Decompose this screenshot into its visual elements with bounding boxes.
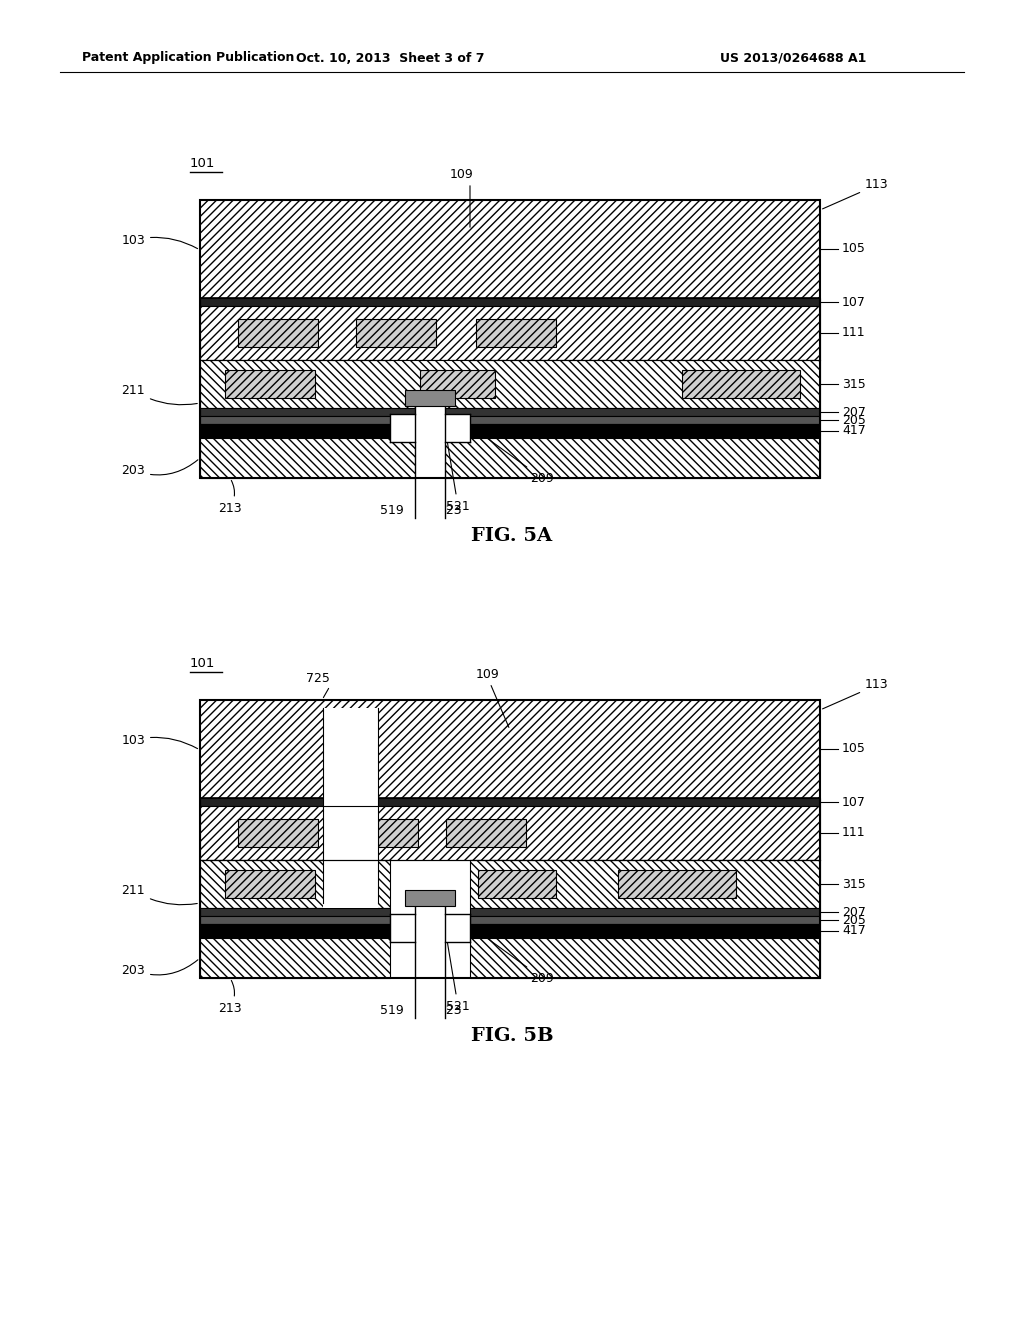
Text: 207: 207 (842, 906, 866, 919)
Bar (200, 416, 820, 424)
Bar (406, 890, 455, 906)
Text: 205: 205 (842, 913, 866, 927)
Bar (225, 370, 315, 399)
Text: FIG. 5B: FIG. 5B (471, 1027, 553, 1045)
Bar (476, 319, 556, 347)
Text: Oct. 10, 2013  Sheet 3 of 7: Oct. 10, 2013 Sheet 3 of 7 (296, 51, 484, 65)
Bar (446, 818, 526, 847)
Text: 315: 315 (842, 878, 865, 891)
Bar (200, 408, 820, 416)
Bar (238, 818, 318, 847)
Bar (470, 908, 820, 916)
Text: 211: 211 (122, 384, 198, 405)
Text: 105: 105 (842, 243, 866, 256)
Text: 315: 315 (842, 378, 865, 391)
Text: 109: 109 (451, 168, 474, 181)
Bar (470, 939, 820, 978)
Text: 211: 211 (122, 883, 198, 904)
Bar (200, 438, 820, 478)
Text: 107: 107 (842, 796, 866, 808)
Text: FIG. 5A: FIG. 5A (471, 527, 553, 545)
Bar (200, 799, 820, 807)
Text: 203: 203 (121, 960, 198, 977)
Bar (323, 708, 378, 807)
Bar (200, 939, 390, 978)
Text: 209: 209 (482, 935, 554, 985)
Text: US 2013/0264688 A1: US 2013/0264688 A1 (720, 51, 866, 65)
Text: 519: 519 (380, 1003, 403, 1016)
Text: 521: 521 (440, 900, 470, 1012)
Bar (618, 870, 736, 898)
Bar (200, 360, 820, 408)
Text: 519: 519 (380, 503, 403, 516)
Bar (682, 370, 800, 399)
Text: 417: 417 (842, 924, 865, 937)
Bar (356, 319, 436, 347)
Bar (200, 924, 390, 939)
Bar (470, 924, 820, 939)
Bar (225, 870, 315, 898)
Bar (415, 400, 445, 517)
Bar (200, 700, 820, 978)
Text: 111: 111 (842, 326, 865, 339)
Bar (200, 916, 390, 924)
Text: 213: 213 (218, 480, 242, 515)
Text: 213: 213 (218, 981, 242, 1015)
Bar (200, 700, 820, 799)
Bar (470, 916, 820, 924)
Bar (340, 818, 418, 847)
Text: 725: 725 (306, 672, 330, 685)
Text: 103: 103 (121, 234, 198, 248)
Bar (390, 913, 470, 942)
Text: 417: 417 (842, 425, 865, 437)
Text: 105: 105 (842, 742, 866, 755)
Bar (323, 807, 378, 908)
Text: 101: 101 (190, 657, 215, 671)
Text: 109: 109 (476, 668, 500, 681)
Bar (200, 908, 390, 916)
Text: 113: 113 (822, 178, 889, 209)
Text: 623: 623 (438, 503, 462, 516)
Bar (478, 870, 556, 898)
Text: 521: 521 (440, 401, 470, 512)
Bar (200, 424, 820, 438)
Text: 101: 101 (190, 157, 215, 170)
Text: 205: 205 (842, 413, 866, 426)
Text: 113: 113 (822, 678, 889, 709)
Bar (470, 861, 820, 908)
Bar (200, 306, 820, 360)
Bar (238, 319, 318, 347)
Bar (200, 807, 820, 861)
Bar (200, 861, 390, 908)
Text: Patent Application Publication: Patent Application Publication (82, 51, 294, 65)
Text: 207: 207 (842, 405, 866, 418)
Bar (420, 370, 495, 399)
Text: 111: 111 (842, 826, 865, 840)
Bar (200, 298, 820, 306)
Text: 623: 623 (438, 1003, 462, 1016)
Bar (200, 201, 820, 478)
Bar (390, 414, 470, 442)
Text: 203: 203 (121, 459, 198, 477)
Text: 103: 103 (121, 734, 198, 748)
Bar (415, 900, 445, 1018)
Bar (200, 201, 820, 298)
Bar (406, 389, 455, 407)
Text: 209: 209 (482, 434, 554, 484)
Text: 107: 107 (842, 296, 866, 309)
